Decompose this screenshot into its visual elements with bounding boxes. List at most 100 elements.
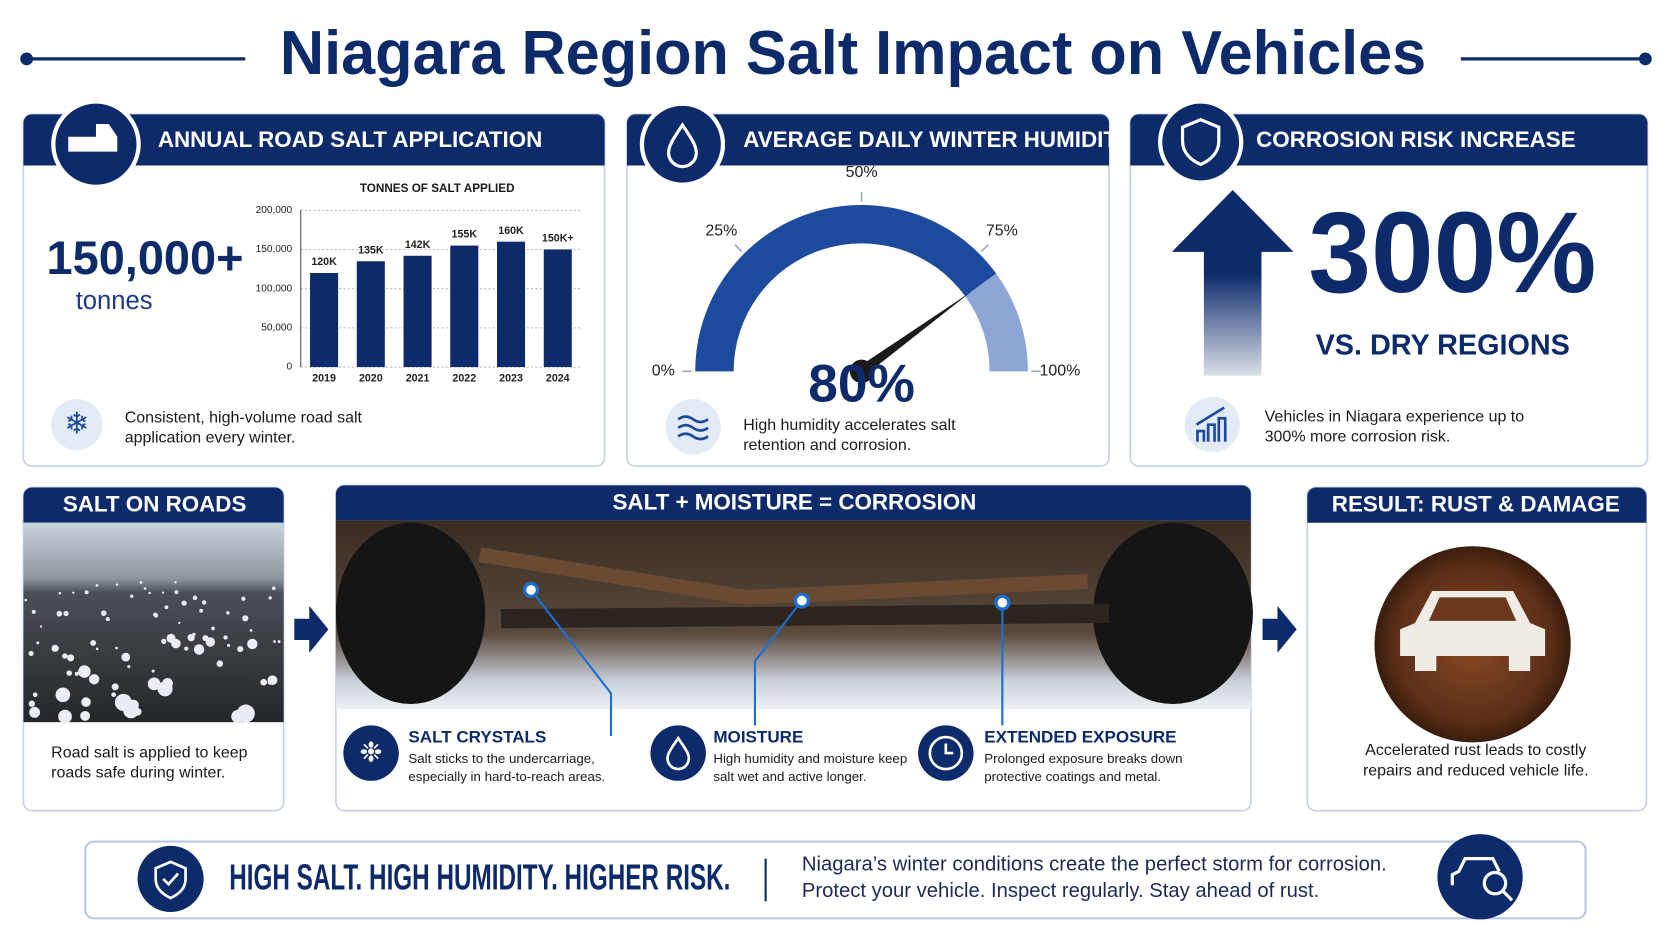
tire xyxy=(1092,522,1253,705)
callout-dot xyxy=(523,581,540,598)
salt-crystal xyxy=(193,644,205,655)
y-tick-label: 0 xyxy=(287,362,293,373)
bar xyxy=(356,261,385,368)
callout-dot xyxy=(793,592,810,609)
x-tick-label: 2022 xyxy=(452,373,476,385)
car-window xyxy=(1428,597,1517,621)
shield-icon-shape xyxy=(154,860,187,900)
salt-crystal xyxy=(121,652,131,662)
salt-crystal xyxy=(29,706,41,718)
note: Consistent, high-volume road salt xyxy=(125,409,363,426)
salt-crystal xyxy=(24,598,28,602)
salt-crystal xyxy=(178,621,181,625)
salt-crystal xyxy=(84,590,89,595)
salt-crystal xyxy=(115,646,118,650)
salt-crystal xyxy=(267,675,278,686)
salt-crystal xyxy=(223,635,228,640)
stat-caption: VS. DRY REGIONS xyxy=(1316,329,1570,361)
salt-crystal xyxy=(78,665,91,678)
salt-crystal xyxy=(111,692,117,698)
x-tick-label: 2020 xyxy=(359,373,383,385)
note: 300% more corrosion risk. xyxy=(1265,429,1451,446)
panel-title: RESULT: RUST & DAMAGE xyxy=(1332,492,1620,517)
note: roads safe during winter. xyxy=(51,765,225,782)
salt-crystal xyxy=(28,700,36,707)
salt-crystal xyxy=(55,687,71,703)
item-text: Prolonged exposure breaks down xyxy=(984,751,1182,766)
panel-header xyxy=(1130,114,1648,166)
salt-crystal xyxy=(139,581,143,584)
item-text: salt wet and active longer. xyxy=(713,769,866,784)
banner-text: Protect your vehicle. Inspect regularly.… xyxy=(802,880,1319,902)
salt-crystal xyxy=(62,653,68,659)
note: Accelerated rust leads to costly xyxy=(1365,742,1586,759)
growth-icon-shape xyxy=(1195,406,1227,442)
salt-crystal xyxy=(181,600,187,606)
salt-crystal xyxy=(163,678,172,687)
panel-title: AVERAGE DAILY WINTER HUMIDITY xyxy=(743,127,1132,152)
bar xyxy=(450,245,479,368)
salt-crystal xyxy=(95,583,99,587)
gauge-tick xyxy=(734,244,743,253)
y-tick-label: 100,000 xyxy=(256,283,293,294)
value-label: 142K xyxy=(405,239,431,251)
salt-crystal xyxy=(249,629,253,632)
salt-crystal xyxy=(216,660,224,667)
note: Road salt is applied to keep xyxy=(51,744,247,761)
value-label: 155K xyxy=(452,229,478,241)
x-tick-label: 2021 xyxy=(406,373,430,385)
salt-crystal xyxy=(154,613,159,618)
crystal-icon-glyph: ❉ xyxy=(359,736,382,767)
salt-crystal xyxy=(95,647,99,651)
frame xyxy=(501,603,1110,629)
salt-crystal xyxy=(201,600,207,605)
salt-crystal xyxy=(247,638,258,650)
note: High humidity accelerates salt xyxy=(743,417,956,434)
gauge-tick-label: 0% xyxy=(652,363,675,380)
title-dot xyxy=(20,52,34,66)
salt-crystal xyxy=(161,591,165,594)
inspect-icon xyxy=(1437,834,1523,920)
drop-icon-shape xyxy=(666,122,698,169)
salt-crystal xyxy=(192,595,198,601)
up-arrow xyxy=(1171,190,1294,376)
salt-crystal xyxy=(63,610,69,617)
salt-crystal xyxy=(164,605,169,610)
salt-crystal xyxy=(88,674,100,685)
salt-crystal xyxy=(36,641,40,645)
crystal-icon xyxy=(343,725,399,781)
salt-crystal xyxy=(28,650,34,657)
inspect-handle xyxy=(1501,889,1514,902)
item-title: MOISTURE xyxy=(713,728,803,747)
salt-crystal xyxy=(130,594,134,598)
salt-crystal xyxy=(260,678,267,686)
item-text: especially in hard-to-reach areas. xyxy=(408,769,605,784)
salt-crystal xyxy=(226,611,230,615)
truck-icon-shape xyxy=(68,123,118,152)
banner xyxy=(84,840,1587,920)
value-label: 120K xyxy=(311,256,337,268)
salt-crystal xyxy=(72,591,75,594)
drop-icon xyxy=(639,101,726,187)
flow-arrow xyxy=(1262,605,1297,653)
note: application every winter. xyxy=(125,430,296,447)
salt-crystal xyxy=(80,710,91,721)
salt-crystal xyxy=(58,709,72,724)
stat: 150,000+ xyxy=(47,232,244,284)
item-text: protective coatings and metal. xyxy=(984,769,1161,784)
gauge-tick-label: 100% xyxy=(1039,363,1080,380)
gauge-tick-label: 50% xyxy=(846,164,878,181)
salt-crystal xyxy=(226,643,231,648)
salt-crystal xyxy=(123,702,139,719)
salt-crystal xyxy=(56,610,63,617)
panel-title: ANNUAL ROAD SALT APPLICATION xyxy=(158,127,543,152)
salt-crystal xyxy=(31,609,36,614)
item-title: SALT CRYSTALS xyxy=(408,728,546,747)
inspect-car xyxy=(1450,857,1501,886)
inspect-lens xyxy=(1482,870,1508,896)
salt-crystal xyxy=(147,677,161,691)
panel-title: SALT ON ROADS xyxy=(63,492,247,517)
shield-icon-shape xyxy=(1180,117,1221,167)
x-tick-label: 2023 xyxy=(499,373,523,385)
